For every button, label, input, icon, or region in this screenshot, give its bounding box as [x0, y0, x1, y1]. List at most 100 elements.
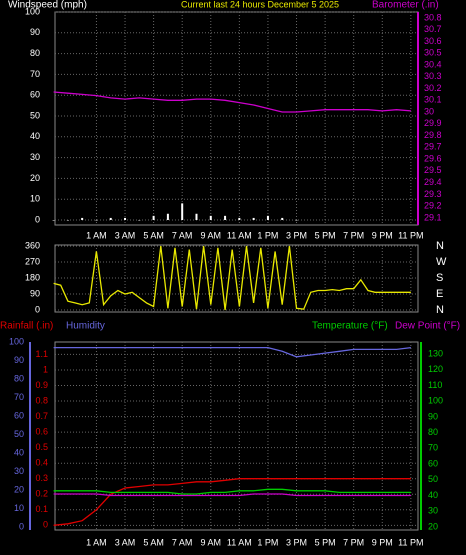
bar	[181, 203, 184, 221]
x-tick-label: 5 AM	[143, 537, 164, 547]
y2-tick-label: 29.4	[424, 177, 442, 187]
y-tick-label: 0.2	[35, 489, 48, 499]
series-line	[53, 246, 411, 311]
x-tick-label: 9 PM	[372, 537, 393, 547]
y-tick-label: 40	[30, 131, 40, 141]
y2-tick-label: S	[436, 272, 443, 284]
y-tick-label: 0.3	[35, 473, 48, 483]
y-tick-label: 0	[43, 520, 48, 530]
y3-tick-label: 50	[14, 429, 24, 439]
y2-tick-label: 30.4	[424, 59, 442, 69]
y-tick-label: 1.1	[35, 349, 48, 359]
y3-tick-label: 80	[14, 373, 24, 383]
bar	[238, 217, 241, 221]
y-tick-label: 20	[30, 173, 40, 183]
y2-tick-label: 100	[428, 396, 443, 406]
x-tick-label: 11 AM	[227, 230, 252, 240]
y2-tick-label: N	[436, 240, 444, 252]
bar	[81, 217, 84, 221]
y-tick-label: 50	[30, 110, 40, 120]
x-tick-label: 5 PM	[315, 230, 336, 240]
y2-tick-label: 130	[428, 348, 443, 358]
y-tick-label: 60	[30, 90, 40, 100]
x-tick-label: 1 AM	[86, 537, 107, 547]
y-tick-label: 30	[30, 152, 40, 162]
x-tick-label: 7 PM	[343, 230, 364, 240]
x-tick-label: 3 AM	[115, 537, 136, 547]
y2-tick-label: 80	[428, 427, 438, 437]
legend-label: Temperature (°F)	[312, 321, 388, 332]
y2-tick-label: 20	[428, 521, 438, 531]
y2-tick-label: 29.7	[424, 142, 442, 152]
bar	[266, 215, 269, 221]
plot-area	[54, 341, 419, 531]
series-line	[53, 493, 411, 497]
y-tick-label: 0.5	[35, 442, 48, 452]
y3-tick-label: 0	[19, 521, 24, 531]
y2-tick-label: 30.7	[424, 24, 442, 34]
y3-tick-label: 20	[14, 484, 24, 494]
y2-tick-label: 90	[428, 411, 438, 421]
bar	[52, 220, 55, 221]
x-tick-label: 7 AM	[172, 537, 193, 547]
plot-area	[54, 11, 419, 226]
x-tick-label: 5 AM	[143, 230, 164, 240]
y-tick-label: 0	[35, 304, 40, 314]
y2-tick-label: 29.8	[424, 130, 442, 140]
bar	[66, 220, 69, 221]
y3-tick-label: 40	[14, 447, 24, 457]
y3-tick-label: 60	[14, 410, 24, 420]
y-tick-label: 0.4	[35, 458, 48, 468]
legend-label: Windspeed (mph)	[8, 0, 87, 11]
bar	[166, 213, 169, 221]
x-tick-label: 5 PM	[315, 537, 336, 547]
y-tick-label: 90	[30, 27, 40, 37]
y-tick-label: 80	[30, 48, 40, 58]
y3-tick-label: 70	[14, 392, 24, 402]
y-tick-label: 0.8	[35, 395, 48, 405]
y2-tick-label: 60	[428, 458, 438, 468]
x-tick-label: 9 PM	[372, 230, 393, 240]
series-line	[53, 346, 411, 358]
bar	[224, 215, 227, 221]
x-tick-label: 9 AM	[201, 537, 222, 547]
y2-tick-label: 30.1	[424, 95, 442, 105]
y2-tick-label: 50	[428, 474, 438, 484]
series-line	[53, 488, 411, 495]
y2-tick-label: 110	[428, 380, 442, 390]
y2-tick-label: 70	[428, 443, 438, 453]
y-tick-label: 0.6	[35, 426, 48, 436]
y-tick-label: 0	[35, 214, 40, 224]
x-tick-label: 11 AM	[227, 537, 252, 547]
y2-tick-label: 30	[428, 506, 438, 516]
legend-label: Humidity	[66, 321, 105, 332]
y2-tick-label: 30.6	[424, 36, 442, 46]
y2-tick-label: 29.9	[424, 118, 442, 128]
bar	[124, 217, 127, 221]
y2-tick-label: 29.6	[424, 153, 442, 163]
y-tick-label: 180	[25, 272, 40, 282]
series-line	[53, 91, 411, 113]
y2-tick-label: 40	[428, 490, 438, 500]
y2-tick-label: 30.2	[424, 83, 442, 93]
x-tick-label: 1 PM	[257, 537, 278, 547]
y-tick-label: 90	[30, 288, 40, 298]
y2-tick-label: 29.2	[424, 201, 442, 211]
y3-tick-label: 100	[9, 336, 24, 346]
legend-label: Barometer (.in)	[372, 0, 439, 11]
x-tick-label: 3 AM	[115, 230, 136, 240]
bar	[138, 220, 141, 221]
bar	[95, 220, 98, 221]
y2-tick-label: 30	[424, 106, 434, 116]
x-tick-label: 3 PM	[286, 537, 307, 547]
y2-tick-label: 29.5	[424, 165, 442, 175]
legend-label: Rainfall (.in)	[0, 321, 53, 332]
y2-tick-label: 30.5	[424, 48, 442, 58]
y-tick-label: 70	[30, 69, 40, 79]
chart-title: Current last 24 hours December 5 2025	[181, 0, 339, 9]
y2-tick-label: 29.1	[424, 212, 442, 222]
bar	[295, 220, 298, 221]
x-tick-label: 9 AM	[201, 230, 222, 240]
y3-tick-label: 90	[14, 355, 24, 365]
